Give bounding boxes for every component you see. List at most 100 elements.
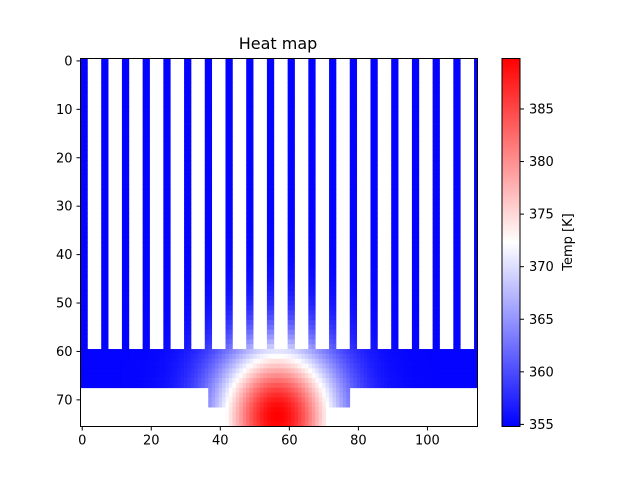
heatmap-cell	[204, 106, 213, 113]
heatmap-cell	[146, 378, 150, 384]
heatmap-cell	[308, 184, 316, 190]
heatmap-cell	[187, 319, 192, 326]
heatmap-cell	[232, 421, 237, 427]
heatmap-cell	[142, 247, 150, 253]
heatmap-cell	[246, 382, 250, 389]
heatmap-cell	[249, 387, 254, 393]
heatmap-cell	[246, 257, 254, 263]
heatmap-cell	[266, 102, 275, 108]
heatmap-cell	[370, 300, 375, 306]
heatmap-cell	[474, 286, 478, 292]
heatmap-cell	[228, 329, 233, 335]
heatmap-cell	[391, 92, 399, 98]
heatmap-cell	[474, 305, 478, 311]
heatmap-cell	[228, 324, 233, 331]
heatmap-cell	[329, 402, 333, 408]
heatmap-cell	[453, 227, 461, 234]
heatmap-cell	[80, 169, 88, 176]
heatmap-cell	[391, 242, 399, 248]
heatmap-cell	[256, 378, 261, 384]
colorbar-tick-label: 380	[529, 155, 554, 170]
heatmap-cell	[370, 271, 378, 277]
heatmap-cell	[474, 344, 478, 350]
heatmap-cell	[121, 189, 130, 195]
heatmap-cell	[246, 223, 254, 229]
heatmap-cell	[121, 378, 137, 384]
heatmap-cell	[184, 257, 192, 263]
heatmap-cell	[266, 324, 271, 331]
heatmap-cell	[418, 378, 433, 384]
heatmap-cell	[80, 58, 88, 64]
heatmap-cell	[249, 266, 254, 272]
heatmap-cell	[184, 266, 192, 272]
heatmap-cell	[184, 208, 192, 214]
heatmap-cell	[308, 416, 313, 423]
heatmap-cell	[377, 358, 382, 364]
heatmap-cell	[329, 242, 337, 248]
heatmap-cell	[142, 63, 150, 69]
heatmap-cell	[266, 232, 275, 239]
heatmap-cell	[266, 160, 275, 166]
heatmap-cell	[222, 353, 226, 360]
heatmap-cell	[249, 402, 254, 408]
heatmap-cell	[163, 92, 171, 98]
heatmap-cell	[342, 353, 347, 360]
heatmap-cell	[453, 174, 461, 180]
heatmap-cell	[311, 329, 316, 335]
heatmap-cell	[363, 368, 368, 374]
heatmap-cell	[401, 353, 409, 360]
heatmap-cell	[432, 290, 440, 297]
heatmap-cell	[184, 382, 188, 389]
heatmap-cell	[101, 145, 109, 151]
heatmap-cell	[287, 368, 292, 374]
heatmap-cell	[377, 382, 382, 389]
heatmap-cell	[322, 411, 326, 418]
heatmap-cell	[349, 353, 354, 360]
heatmap-cell	[453, 68, 461, 74]
heatmap-cell	[101, 169, 109, 176]
heatmap-cell	[101, 87, 109, 93]
heatmap-cell	[163, 339, 168, 345]
heatmap-cell	[325, 358, 330, 364]
heatmap-cell	[391, 305, 399, 311]
heatmap-cell	[394, 310, 399, 316]
heatmap-cell	[142, 310, 147, 316]
heatmap-cell	[432, 174, 440, 180]
heatmap-cell	[391, 174, 399, 180]
heatmap-cell	[453, 290, 461, 297]
heatmap-cell	[249, 300, 254, 306]
heatmap-cell	[142, 223, 150, 229]
heatmap-cell	[204, 68, 213, 74]
heatmap-cell	[146, 334, 150, 340]
heatmap-cell	[146, 382, 150, 389]
heatmap-cell	[474, 281, 478, 287]
heatmap-cell	[246, 160, 254, 166]
heatmap-cell	[204, 227, 213, 234]
heatmap-cell	[370, 121, 378, 127]
heatmap-cell	[260, 378, 264, 384]
heatmap-cell	[394, 324, 399, 331]
heatmap-cell	[287, 169, 295, 176]
heatmap-cell	[246, 300, 250, 306]
heatmap-cell	[304, 416, 309, 423]
heatmap-cell	[80, 208, 88, 214]
heatmap-cell	[204, 218, 213, 224]
heatmap-cell	[246, 261, 254, 268]
heatmap-cell	[332, 368, 337, 374]
heatmap-cell	[242, 421, 247, 427]
heatmap-cell	[349, 368, 354, 374]
heatmap-cell	[208, 300, 213, 306]
heatmap-cell	[474, 189, 478, 195]
heatmap-cell	[253, 397, 257, 403]
heatmap-cell	[270, 276, 275, 282]
heatmap-cell	[208, 358, 213, 364]
heatmap-cell	[121, 184, 130, 190]
heatmap-cell	[235, 387, 240, 393]
heatmap-cell	[384, 363, 389, 369]
heatmap-cell	[80, 111, 88, 117]
heatmap-cell	[246, 344, 250, 350]
heatmap-cell	[315, 378, 320, 384]
heatmap-cell	[177, 378, 181, 384]
heatmap-cell	[80, 145, 88, 151]
heatmap-cell	[311, 421, 316, 427]
